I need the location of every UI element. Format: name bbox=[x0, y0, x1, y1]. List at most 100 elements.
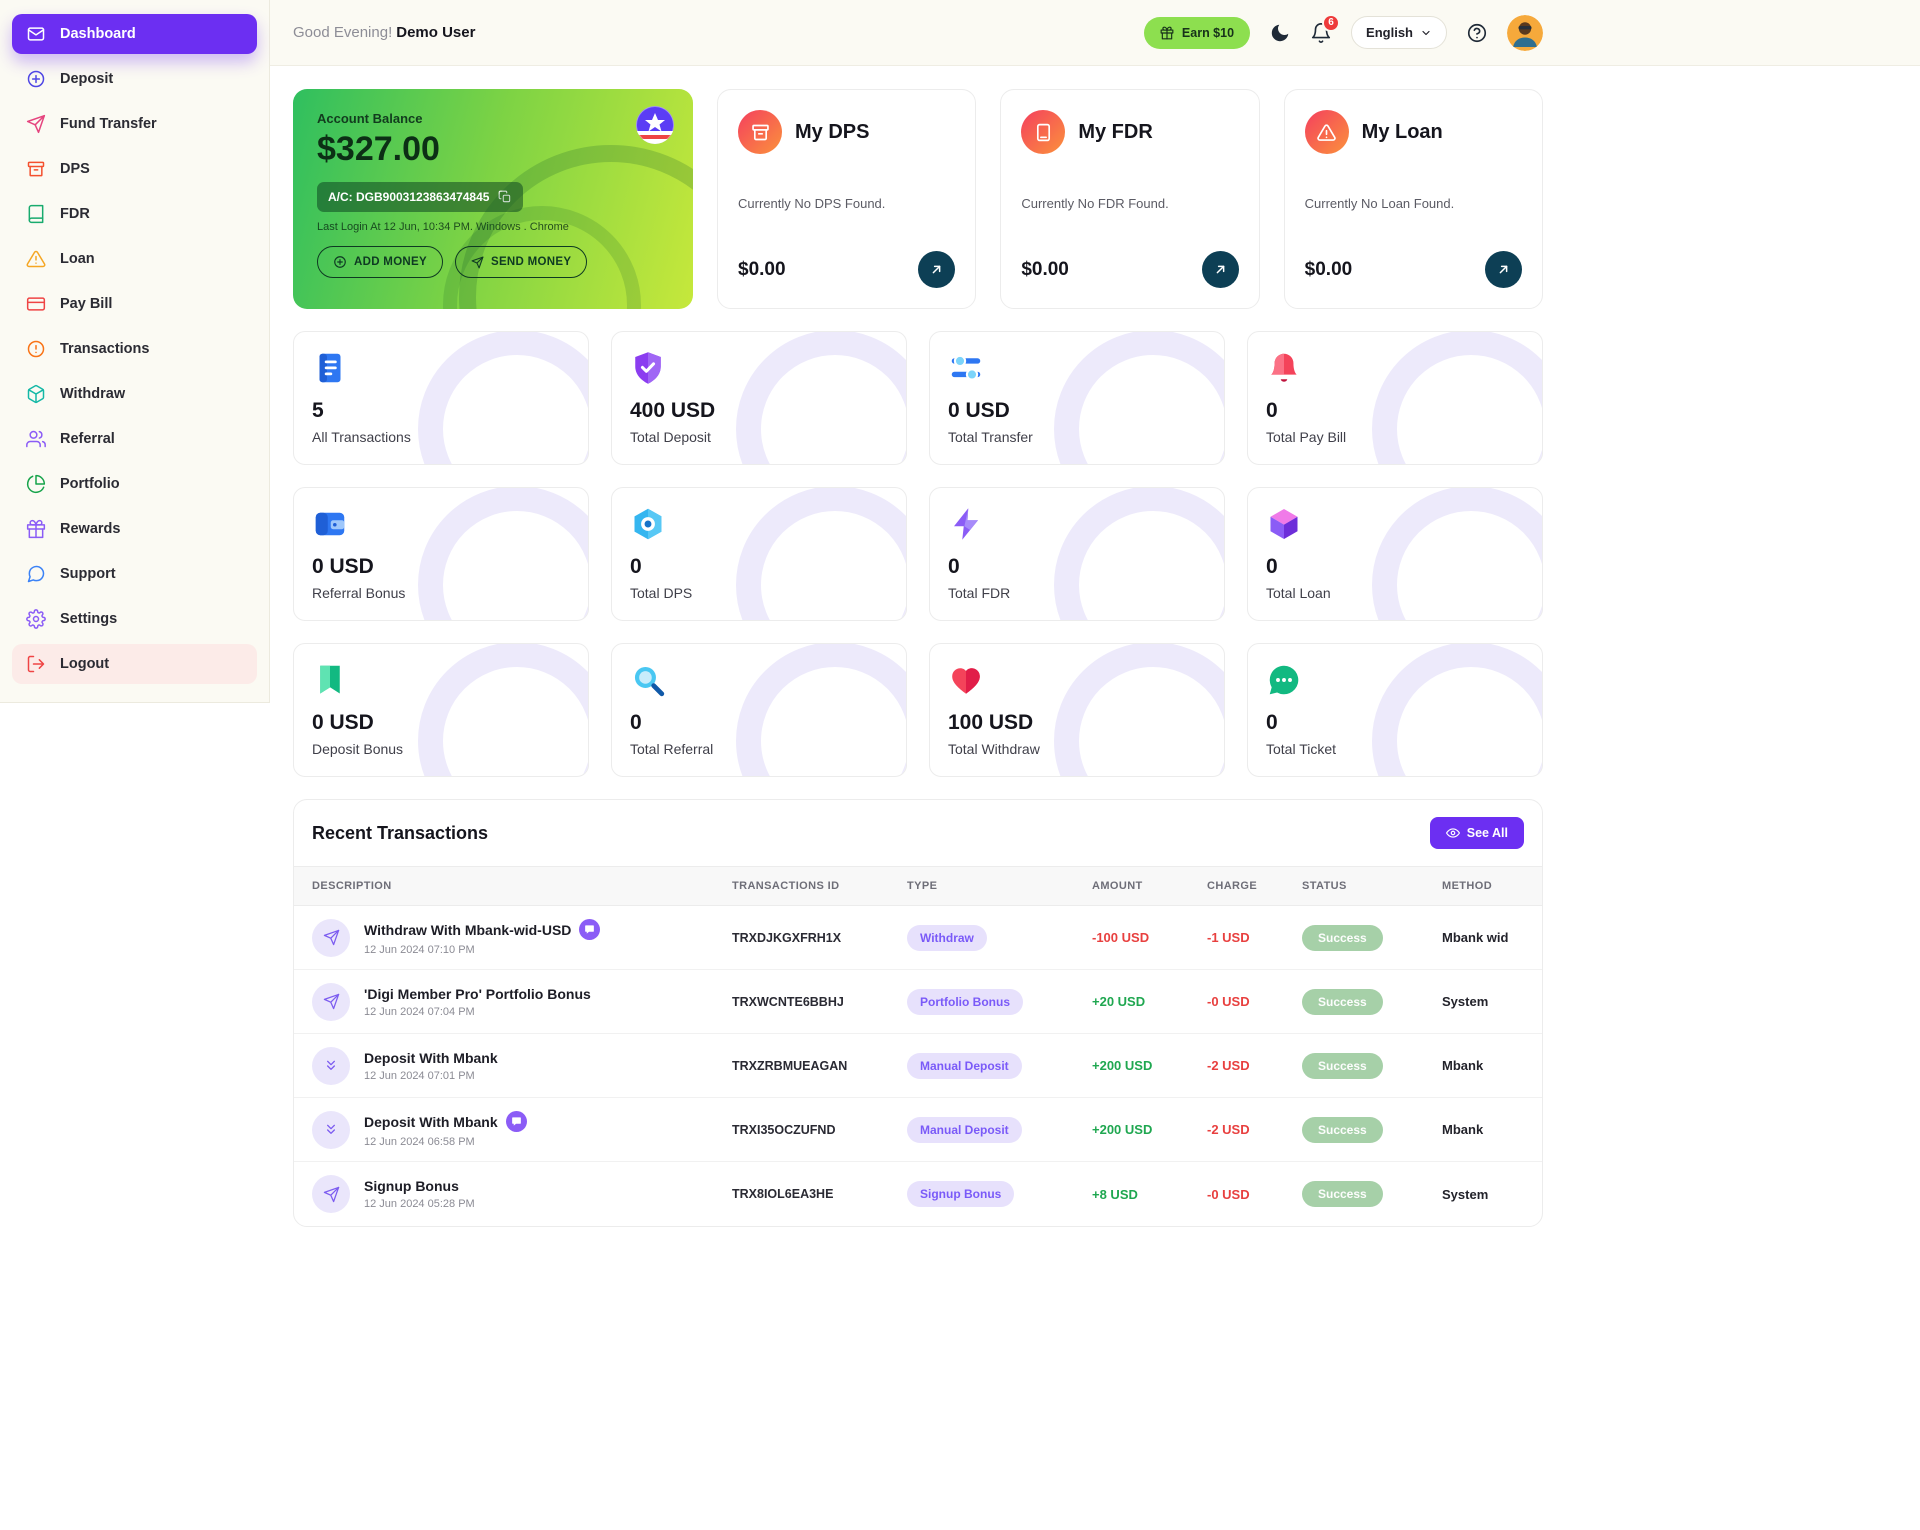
transaction-id: TRXI35OCZUFND bbox=[732, 1122, 836, 1137]
transaction-description: 'Digi Member Pro' Portfolio Bonus bbox=[364, 985, 591, 1002]
sidebar-item-label: Fund Transfer bbox=[60, 116, 157, 132]
type-badge: Portfolio Bonus bbox=[907, 988, 1023, 1015]
bookmark-icon bbox=[312, 662, 348, 698]
transaction-id: TRX8IOL6EA3HE bbox=[732, 1187, 834, 1201]
pay-bill-icon bbox=[26, 294, 46, 314]
dps-icon bbox=[26, 159, 46, 179]
transaction-charge: -2 USD bbox=[1207, 1058, 1250, 1073]
card-message: Currently No DPS Found. bbox=[738, 196, 886, 211]
stat-total-transfer: 0 USD Total Transfer bbox=[929, 331, 1225, 465]
see-all-button[interactable]: See All bbox=[1429, 817, 1524, 849]
sidebar-item-transactions[interactable]: Transactions bbox=[12, 329, 257, 369]
heart-icon bbox=[948, 662, 984, 698]
card-message: Currently No Loan Found. bbox=[1304, 196, 1455, 211]
transaction-description: Deposit With Mbank bbox=[364, 1113, 498, 1130]
lightning-icon bbox=[948, 506, 984, 542]
cube-icon bbox=[1266, 506, 1302, 542]
withdraw-icon bbox=[26, 384, 46, 404]
transaction-date: 12 Jun 2024 07:10 PM bbox=[364, 944, 475, 956]
transaction-charge: -1 USD bbox=[1207, 930, 1250, 945]
stat-total-dps: 0 Total DPS bbox=[611, 487, 907, 621]
table-row: Withdraw With Mbank-wid-USD 12 Jun 2024 … bbox=[294, 906, 1542, 970]
table-row: Signup Bonus 12 Jun 2024 05:28 PM TRX8IO… bbox=[294, 1162, 1542, 1226]
greeting-text: Good Evening! bbox=[293, 24, 393, 41]
loan-circle-icon bbox=[1304, 110, 1349, 154]
stat-value: 0 USD bbox=[948, 399, 1010, 422]
copy-icon[interactable] bbox=[498, 190, 512, 204]
send-money-label: SEND MONEY bbox=[490, 256, 572, 268]
sidebar-item-label: Rewards bbox=[60, 521, 121, 537]
sliders-icon bbox=[948, 350, 984, 386]
status-badge: Success bbox=[1302, 1052, 1383, 1079]
note-icon[interactable] bbox=[579, 919, 601, 940]
stat-label: All Transactions bbox=[312, 429, 411, 445]
transaction-description: Signup Bonus bbox=[364, 1178, 459, 1194]
sidebar-item-label: Pay Bill bbox=[60, 296, 113, 312]
sidebar-item-label: Portfolio bbox=[60, 476, 120, 492]
transaction-id: TRXWCNTE6BBHJ bbox=[732, 994, 844, 1009]
status-badge: Success bbox=[1302, 1116, 1383, 1143]
transaction-charge: -0 USD bbox=[1207, 994, 1250, 1009]
sidebar-item-fdr[interactable]: FDR bbox=[12, 194, 257, 234]
sidebar-item-label: Transactions bbox=[60, 341, 150, 357]
card-amount: $0.00 bbox=[1304, 258, 1353, 280]
transaction-charge: -2 USD bbox=[1207, 1122, 1250, 1137]
card-amount: $0.00 bbox=[1021, 258, 1069, 280]
sidebar-item-rewards[interactable]: Rewards bbox=[12, 509, 257, 549]
column-header: TRANSACTIONS ID bbox=[732, 880, 840, 892]
sidebar-item-support[interactable]: Support bbox=[12, 554, 257, 594]
avatar[interactable] bbox=[1507, 14, 1543, 51]
rewards-icon bbox=[26, 519, 46, 539]
help-button[interactable] bbox=[1466, 22, 1488, 44]
send-money-button[interactable]: SEND MONEY bbox=[454, 246, 588, 278]
sidebar-item-referral[interactable]: Referral bbox=[12, 419, 257, 459]
stat-value: 0 bbox=[630, 555, 642, 578]
stat-value: 0 bbox=[948, 555, 960, 578]
card-amount: $0.00 bbox=[738, 258, 786, 280]
sidebar-item-pay-bill[interactable]: Pay Bill bbox=[12, 284, 257, 324]
double-chevron-down-icon bbox=[312, 1046, 350, 1085]
sidebar-item-dps[interactable]: DPS bbox=[12, 149, 257, 189]
sidebar-item-label: Support bbox=[60, 566, 116, 582]
loan-open-button[interactable] bbox=[1485, 251, 1522, 288]
sidebar-item-withdraw[interactable]: Withdraw bbox=[12, 374, 257, 414]
sidebar-item-deposit[interactable]: Deposit bbox=[12, 59, 257, 99]
transaction-amount: +8 USD bbox=[1092, 1186, 1138, 1202]
table-row: Deposit With Mbank 12 Jun 2024 07:01 PM … bbox=[294, 1034, 1542, 1098]
transactions-icon bbox=[26, 339, 46, 359]
help-circle-icon bbox=[1466, 22, 1488, 44]
earn-button[interactable]: Earn $10 bbox=[1143, 16, 1251, 49]
dark-mode-toggle[interactable] bbox=[1269, 22, 1291, 44]
last-login-text: Last Login At 12 Jun, 10:34 PM. Windows … bbox=[317, 221, 569, 233]
type-badge: Signup Bonus bbox=[907, 1181, 1015, 1207]
stat-value: 0 bbox=[1266, 555, 1278, 578]
sidebar-item-label: FDR bbox=[60, 206, 90, 222]
language-label: English bbox=[1366, 25, 1413, 40]
sidebar-item-portfolio[interactable]: Portfolio bbox=[12, 464, 257, 504]
dashboard-content: Account Balance $327.00 A/C: DGB90031238… bbox=[293, 89, 1543, 1227]
add-money-button[interactable]: ADD MONEY bbox=[317, 246, 443, 278]
stat-label: Total Ticket bbox=[1266, 741, 1337, 757]
fdr-open-button[interactable] bbox=[1201, 251, 1239, 288]
note-icon[interactable] bbox=[505, 1111, 527, 1132]
column-header: METHOD bbox=[1442, 880, 1493, 892]
stat-value: 5 bbox=[312, 399, 324, 422]
sidebar-item-fund-transfer[interactable]: Fund Transfer bbox=[12, 104, 257, 144]
transaction-method: Mbank wid bbox=[1442, 930, 1509, 945]
sidebar-item-settings[interactable]: Settings bbox=[12, 599, 257, 639]
sidebar-item-loan[interactable]: Loan bbox=[12, 239, 257, 279]
transaction-amount: +20 USD bbox=[1092, 994, 1146, 1009]
plus-circle-icon bbox=[333, 255, 347, 269]
language-select[interactable]: English bbox=[1351, 16, 1447, 49]
notifications-button[interactable]: 6 bbox=[1310, 13, 1341, 44]
sidebar-item-dashboard[interactable]: Dashboard bbox=[12, 14, 257, 54]
stat-label: Total Transfer bbox=[948, 429, 1033, 445]
dps-open-button[interactable] bbox=[918, 251, 956, 288]
recent-transactions-card: Recent Transactions See All DESCRIPTION … bbox=[293, 799, 1543, 1227]
sidebar-item-label: Referral bbox=[60, 431, 115, 447]
fund-transfer-icon bbox=[26, 114, 46, 134]
hexagon-icon bbox=[630, 506, 666, 542]
send-icon bbox=[312, 982, 350, 1021]
sidebar-item-logout[interactable]: Logout bbox=[12, 644, 257, 684]
document-icon bbox=[312, 350, 348, 386]
